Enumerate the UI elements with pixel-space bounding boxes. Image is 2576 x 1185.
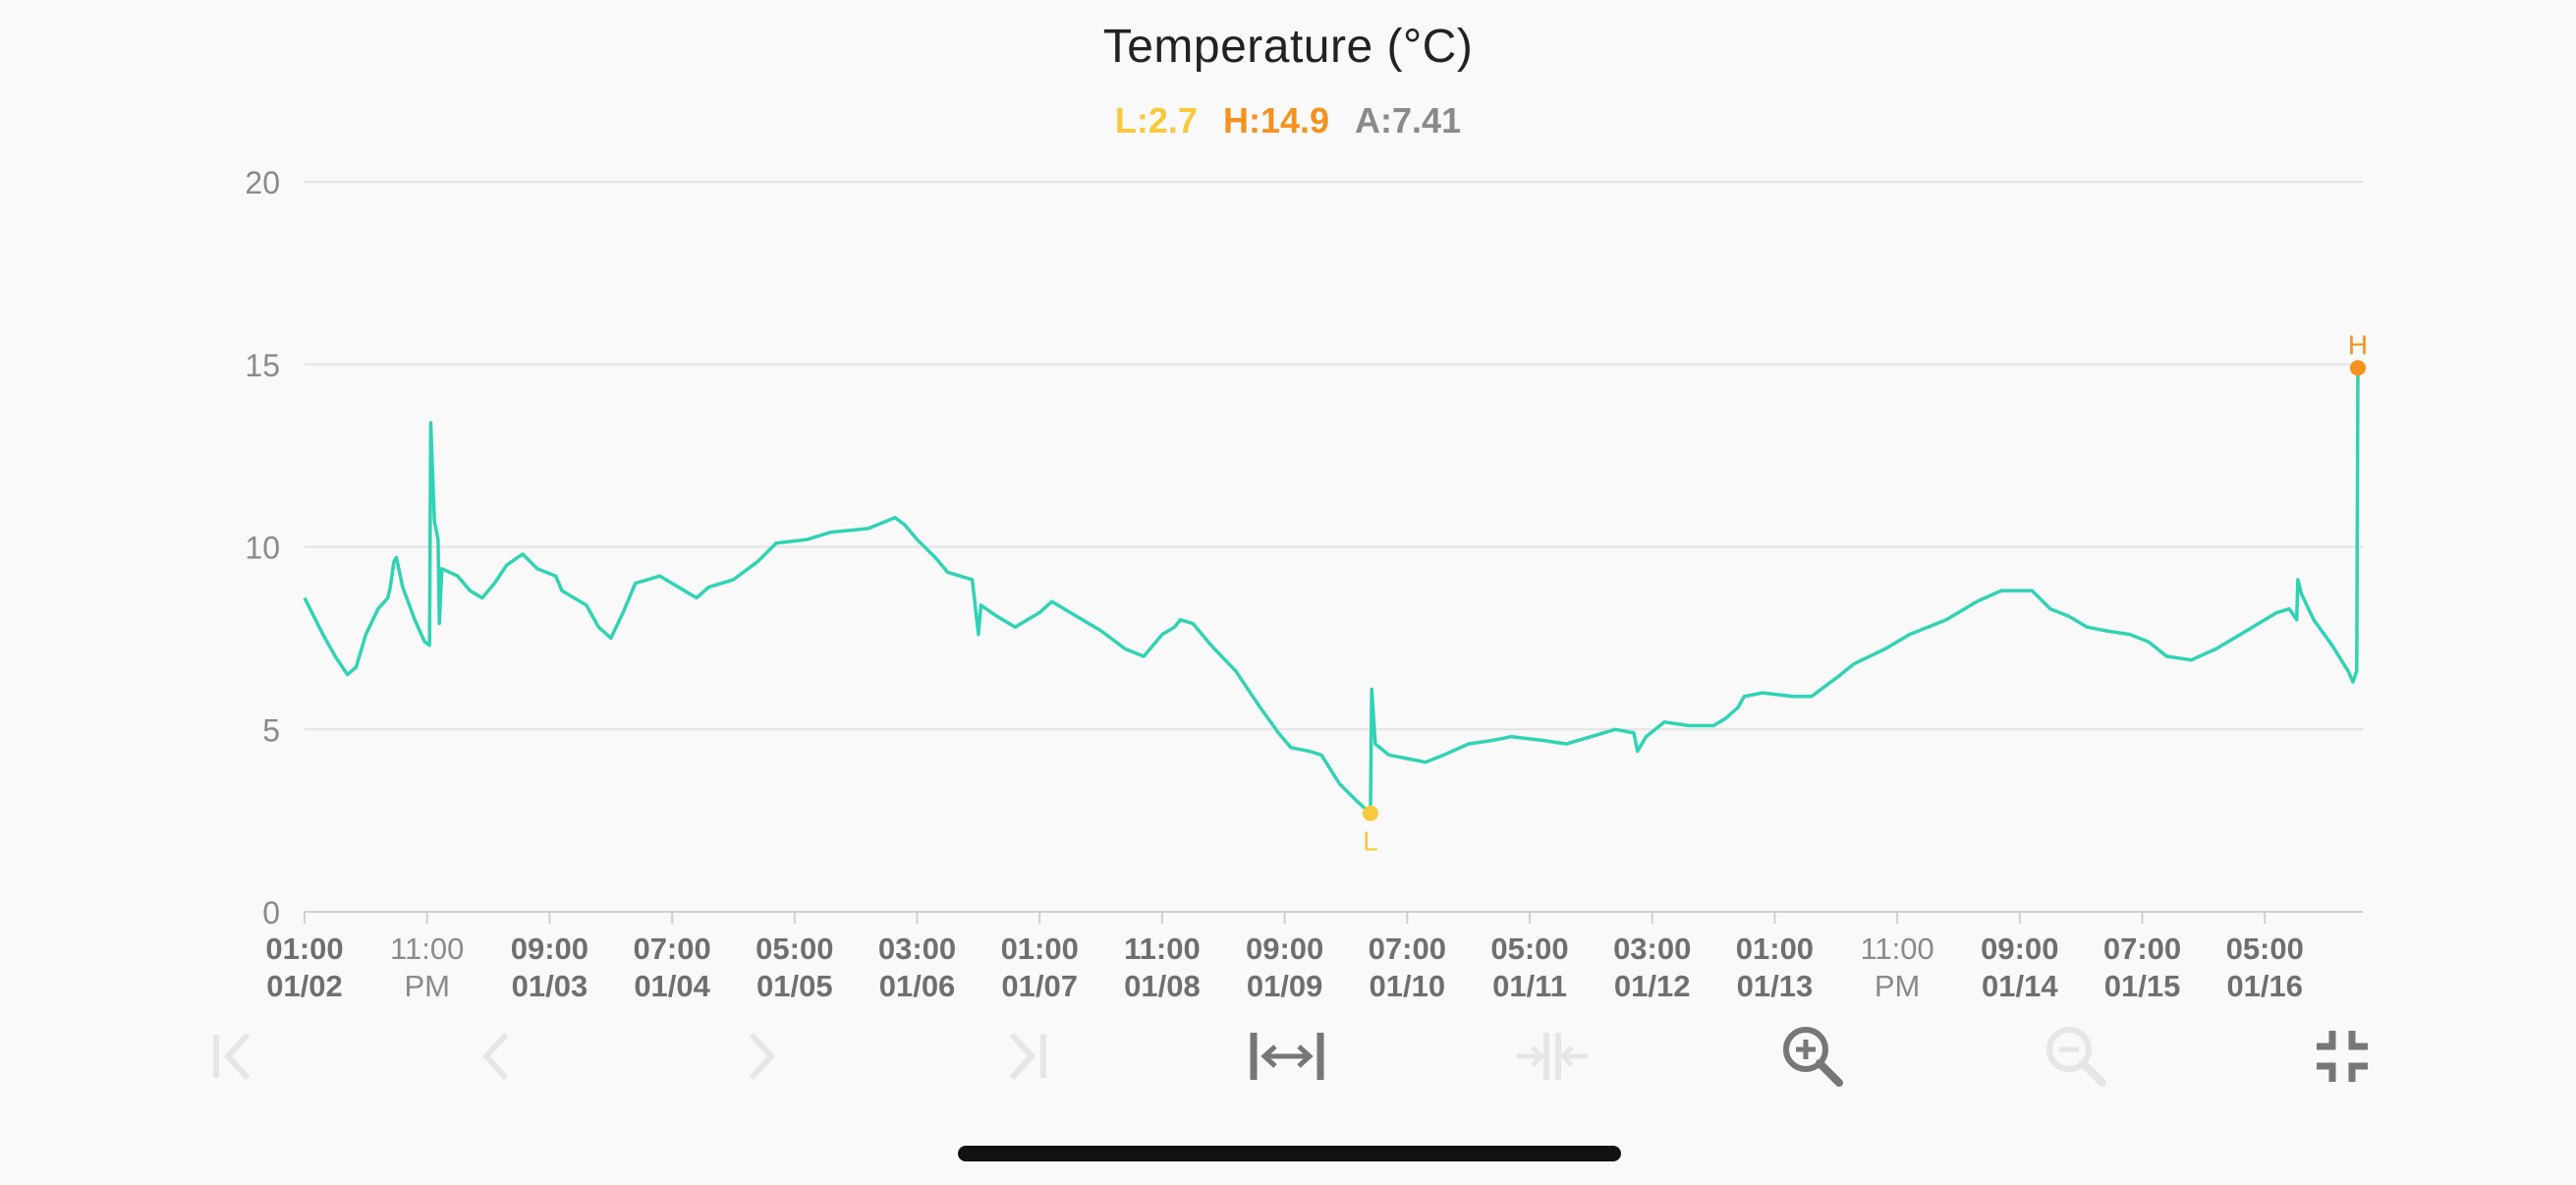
y-tick-label: 5 (262, 712, 280, 748)
stat-average: A:7.41 (1355, 100, 1462, 141)
x-tick-label-time: 07:00 (2103, 931, 2181, 966)
y-tick-label: 20 (245, 165, 280, 200)
x-tick-label-date: 01/08 (1124, 969, 1201, 1003)
zoom-out-button[interactable] (2027, 1017, 2125, 1096)
x-tick-label-date: 01/05 (756, 969, 833, 1003)
x-tick-label-time: 05:00 (1490, 931, 1568, 966)
x-tick-label-date: 01/02 (266, 969, 343, 1003)
x-tick-label-date: 01/07 (1001, 969, 1078, 1003)
low-point-marker (1362, 805, 1378, 821)
x-tick-label-date: 01/03 (512, 969, 588, 1003)
x-tick-label-date: 01/13 (1737, 969, 1814, 1003)
high-point-marker (2350, 360, 2367, 376)
x-tick-label-time: 09:00 (511, 931, 588, 966)
x-tick-label-time: 09:00 (1981, 931, 2058, 966)
x-tick-label-date: PM (404, 969, 450, 1003)
previous-button[interactable] (447, 1017, 545, 1096)
high-point-label: H (2348, 329, 2368, 360)
y-tick-label: 15 (245, 348, 280, 383)
x-tick-label-date: 01/04 (634, 969, 710, 1003)
x-tick-label-time: 11:00 (1860, 931, 1933, 966)
x-tick-label-date: 01/10 (1370, 969, 1446, 1003)
x-tick-label-date: 01/06 (879, 969, 956, 1003)
stat-high: H:14.9 (1222, 100, 1330, 141)
x-tick-label-time: 05:00 (2226, 931, 2304, 966)
exit-fullscreen-icon (2317, 1031, 2368, 1082)
zoom-in-button[interactable] (1764, 1017, 1862, 1096)
shrink-width-icon (1517, 1033, 1588, 1080)
go-first-button[interactable] (187, 1017, 285, 1096)
temperature-series-line (303, 367, 2360, 816)
x-tick-label-time: 11:00 (390, 931, 464, 966)
shrink-width-button[interactable] (1503, 1017, 1601, 1096)
temperature-chart[interactable]: 0510152001:0001/0211:00PM09:0001/0307:00… (0, 0, 2576, 1022)
zoom-in-icon (1783, 1027, 1843, 1087)
x-tick-label-time: 03:00 (878, 931, 956, 966)
x-tick-label-date: 01/12 (1614, 969, 1691, 1003)
x-tick-label-time: 01:00 (1001, 931, 1079, 966)
low-point-label: L (1363, 826, 1378, 857)
x-tick-label-time: 03:00 (1613, 931, 1691, 966)
x-tick-label-date: 01/15 (2104, 969, 2181, 1003)
home-indicator (958, 1146, 1621, 1161)
x-tick-label-time: 01:00 (265, 931, 343, 966)
x-tick-label-date: PM (1875, 969, 1921, 1003)
x-tick-label-time: 09:00 (1246, 931, 1323, 966)
y-tick-label: 10 (245, 531, 280, 566)
go-last-button[interactable] (975, 1017, 1073, 1096)
go-last-icon (1009, 1032, 1046, 1081)
y-tick-label: 0 (262, 895, 280, 931)
x-tick-label-time: 07:00 (1369, 931, 1446, 966)
stats-summary: L:2.7 H:14.9 A:7.41 (0, 100, 2576, 141)
x-tick-label-date: 01/16 (2226, 969, 2303, 1003)
previous-icon (481, 1032, 509, 1081)
x-tick-label-date: 01/14 (1982, 969, 2058, 1003)
x-tick-label-date: 01/09 (1247, 969, 1323, 1003)
x-tick-label-date: 01/11 (1492, 969, 1567, 1003)
next-icon (749, 1032, 776, 1081)
x-tick-label-time: 07:00 (633, 931, 710, 966)
chart-toolbar (0, 1017, 2576, 1096)
fit-width-icon (1250, 1033, 1324, 1080)
chart-title: Temperature (°C) (1102, 21, 1474, 73)
stat-low: L:2.7 (1114, 100, 1198, 141)
x-tick-label-time: 11:00 (1124, 931, 1201, 966)
fit-width-button[interactable] (1238, 1017, 1336, 1096)
x-tick-label-time: 01:00 (1736, 931, 1814, 966)
exit-fullscreen-button[interactable] (2293, 1017, 2391, 1096)
zoom-out-icon (2046, 1027, 2106, 1087)
go-first-icon (213, 1032, 251, 1081)
x-tick-label-time: 05:00 (756, 931, 833, 966)
next-button[interactable] (712, 1017, 811, 1096)
